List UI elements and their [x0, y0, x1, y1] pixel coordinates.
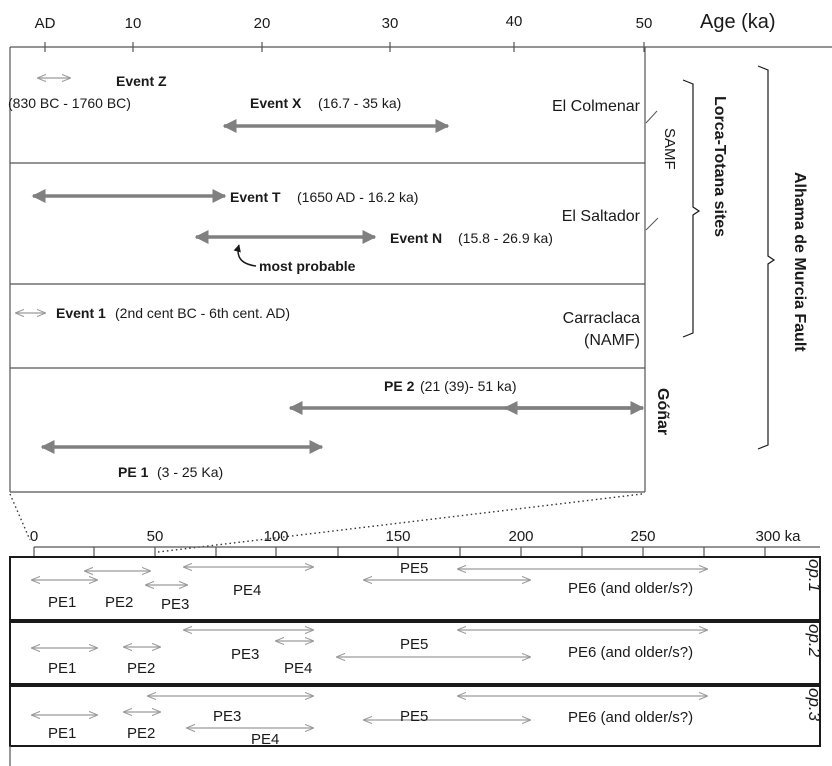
op1-pe2-label: PE2: [105, 594, 133, 611]
op3-pe3-label: PE3: [213, 708, 241, 725]
op2-pe3-label: PE3: [231, 646, 259, 663]
most-probable-pointer: [233, 244, 257, 267]
zoom-line-left: [9, 493, 31, 541]
alhama-fault-brace: [757, 65, 776, 450]
op1-pe1-label: PE1: [48, 594, 76, 611]
upper-axis: AD 10 20 30 40 50 Age (ka): [10, 11, 832, 52]
event-z-name: Event Z: [116, 73, 167, 89]
site-namf: (NAMF): [584, 332, 640, 349]
lower-tick-label: 50: [147, 528, 164, 545]
upper-tick-label: 20: [254, 15, 271, 32]
event-1-range: (2nd cent BC - 6th cent. AD): [115, 305, 290, 321]
lower-axis: 0 50 100 150 200 250 300 ka: [30, 528, 820, 557]
upper-tick-label: 50: [636, 15, 653, 32]
lower-tick-label: 0: [30, 528, 38, 545]
op2-pe2-label: PE2: [127, 660, 155, 677]
pe2-range: (21 (39)- 51 ka): [420, 378, 516, 394]
op3-pe1-label: PE1: [48, 725, 76, 742]
event-n-name: Event N: [390, 230, 442, 246]
op1-pe6-label: PE6 (and older/s?): [568, 580, 693, 597]
op1-pe4-label: PE4: [233, 582, 261, 599]
op2-pe5-label: PE5: [400, 636, 428, 653]
event-x-range: (16.7 - 35 ka): [318, 95, 401, 111]
site-el-colmenar: El Colmenar: [552, 98, 641, 115]
event-t-name: Event T: [230, 189, 281, 205]
lower-tick-label: 300 ka: [755, 528, 801, 545]
samf-mark-top: [645, 110, 658, 124]
op1-pe3-label: PE3: [161, 596, 189, 613]
pe2-name: PE 2: [384, 378, 415, 394]
upper-tick-label: 40: [506, 13, 523, 30]
alhama-fault-label: Alhama de Murcia Fault: [791, 172, 808, 352]
op3-pe5-label: PE5: [400, 708, 428, 725]
most-probable-label: most probable: [259, 258, 356, 274]
lorca-totana-sites-label: Lorca-Totana sites: [711, 96, 728, 237]
lower-tick-label: 200: [508, 528, 533, 545]
event-t-range: (1650 AD - 16.2 ka): [297, 189, 418, 205]
op2-pe4-label: PE4: [284, 660, 312, 677]
site-carraclaca: Carraclaca: [563, 310, 640, 327]
zoom-line-right: [157, 493, 643, 553]
upper-tick-label: AD: [35, 15, 56, 32]
site-gonar: Góñar: [654, 388, 671, 435]
option-2-panel: [32, 630, 707, 657]
event-1-name: Event 1: [56, 305, 106, 321]
op2-pe1-label: PE1: [48, 660, 76, 677]
site-samf: SAMF: [661, 128, 678, 170]
op1-pe5-label: PE5: [400, 560, 428, 577]
op3-pe6-label: PE6 (and older/s?): [568, 709, 693, 726]
samf-mark-bottom: [645, 217, 659, 231]
pe1-name: PE 1: [118, 464, 149, 480]
event-z-range: (830 BC - 1760 BC): [8, 95, 131, 111]
option-3-label: op.3: [805, 688, 824, 722]
event-x-name: Event X: [250, 95, 302, 111]
pe1-range: (3 - 25 Ka): [157, 464, 223, 480]
upper-axis-unit-label: Age (ka): [700, 11, 776, 33]
op3-pe4-label: PE4: [251, 731, 279, 748]
option-2-label: op.2: [805, 624, 824, 658]
lower-tick-label: 100: [263, 528, 288, 545]
lorca-totana-brace: [682, 79, 701, 338]
op2-pe6-label: PE6 (and older/s?): [568, 644, 693, 661]
upper-tick-label: 10: [125, 15, 142, 32]
option-1-label: op.1: [805, 559, 824, 592]
site-el-saltador: El Saltador: [562, 208, 641, 225]
option-3-panel: [32, 696, 707, 728]
lower-tick-label: 250: [630, 528, 655, 545]
op3-pe2-label: PE2: [127, 725, 155, 742]
options-frame: [9, 556, 821, 766]
event-n-range: (15.8 - 26.9 ka): [458, 230, 553, 246]
lower-tick-label: 150: [385, 528, 410, 545]
option-1-panel: [32, 567, 707, 585]
upper-tick-label: 30: [382, 15, 399, 32]
upper-panel-frame: [9, 47, 646, 493]
